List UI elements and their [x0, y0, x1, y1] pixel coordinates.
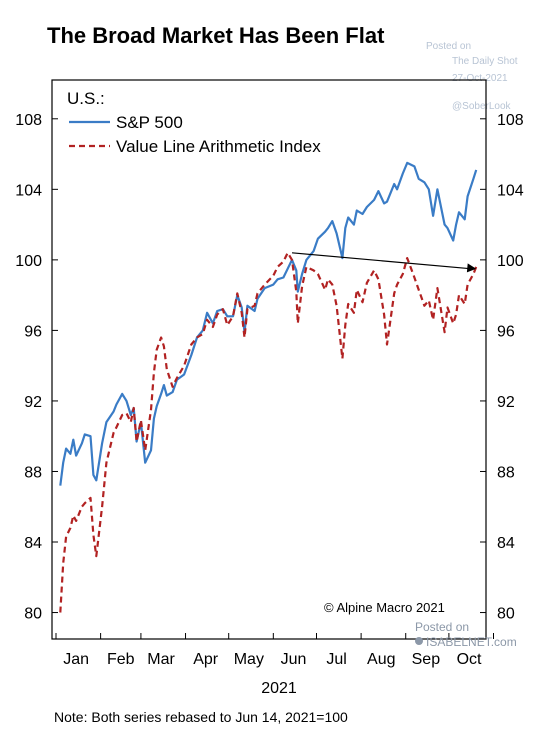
- y-tick-label: 80: [24, 606, 42, 623]
- source-credit: © Alpine Macro 2021: [324, 600, 445, 615]
- watermark-line: Posted on: [415, 620, 469, 634]
- series-line-value-line: [59, 251, 478, 613]
- chart-title: The Broad Market Has Been Flat: [47, 23, 385, 48]
- x-tick-label: Oct: [457, 651, 482, 668]
- x-tick-label: Apr: [193, 651, 219, 668]
- y-tick-label: 96: [24, 323, 42, 340]
- daily-shot-watermark: Posted on The Daily Shot 27-Oct-2021 @So…: [426, 41, 518, 112]
- watermark-line: ISABELNET.com: [426, 635, 517, 649]
- series-layer: [59, 161, 478, 613]
- x-tick-label: Jan: [63, 651, 89, 668]
- y-tick-label: 108: [15, 112, 42, 129]
- x-tick-label: Mar: [147, 651, 175, 668]
- y-tick-label: 100: [497, 253, 524, 270]
- x-tick-label: Aug: [367, 651, 395, 668]
- trend-arrow: [291, 252, 477, 273]
- y-tick-label: 96: [497, 323, 515, 340]
- watermark-line: Posted on: [426, 41, 471, 52]
- y-tick-label: 88: [24, 464, 42, 481]
- watermark-line: @SoberLook: [452, 101, 512, 112]
- watermark-line: The Daily Shot: [452, 56, 518, 67]
- plot-frame: [51, 79, 487, 640]
- y-tick-label: 80: [497, 606, 515, 623]
- right-y-axis: 80 84 88 92 96 100 104 108: [480, 112, 524, 623]
- y-tick-label: 88: [497, 464, 515, 481]
- chart-note: Note: Both series rebased to Jun 14, 202…: [54, 709, 348, 725]
- panel-label: U.S.:: [67, 89, 105, 108]
- arrow-head-icon: [466, 263, 477, 273]
- legend: S&P 500 Value Line Arithmetic Index: [69, 113, 321, 156]
- x-tick-label: May: [234, 651, 264, 668]
- x-tick-label: Feb: [107, 651, 135, 668]
- x-tick-label: Sep: [412, 651, 441, 668]
- y-tick-label: 104: [15, 182, 42, 199]
- x-tick-label: Jul: [326, 651, 346, 668]
- arrow-shaft: [291, 252, 471, 270]
- x-tick-label: Jun: [281, 651, 307, 668]
- series-line-sp500: [59, 161, 478, 486]
- x-axis: Jan Feb Mar Apr May Jun Jul Aug Sep Oct: [55, 633, 495, 668]
- y-tick-label: 84: [497, 535, 515, 552]
- y-tick-label: 92: [497, 394, 515, 411]
- legend-label-sp500: S&P 500: [116, 113, 183, 132]
- left-y-axis: 80 84 88 92 96 100 104 108: [15, 112, 58, 623]
- x-axis-label: 2021: [261, 680, 297, 697]
- watermark-line: 27-Oct-2021: [452, 73, 508, 84]
- y-tick-label: 100: [15, 253, 42, 270]
- legend-label-value-line: Value Line Arithmetic Index: [116, 137, 321, 156]
- isabelnet-watermark: Posted on ISABELNET.com: [415, 620, 517, 649]
- y-tick-label: 92: [24, 394, 42, 411]
- y-tick-label: 104: [497, 182, 524, 199]
- y-tick-label: 84: [24, 535, 42, 552]
- isabelnet-logo-icon: [415, 637, 423, 645]
- y-tick-label: 108: [497, 112, 524, 129]
